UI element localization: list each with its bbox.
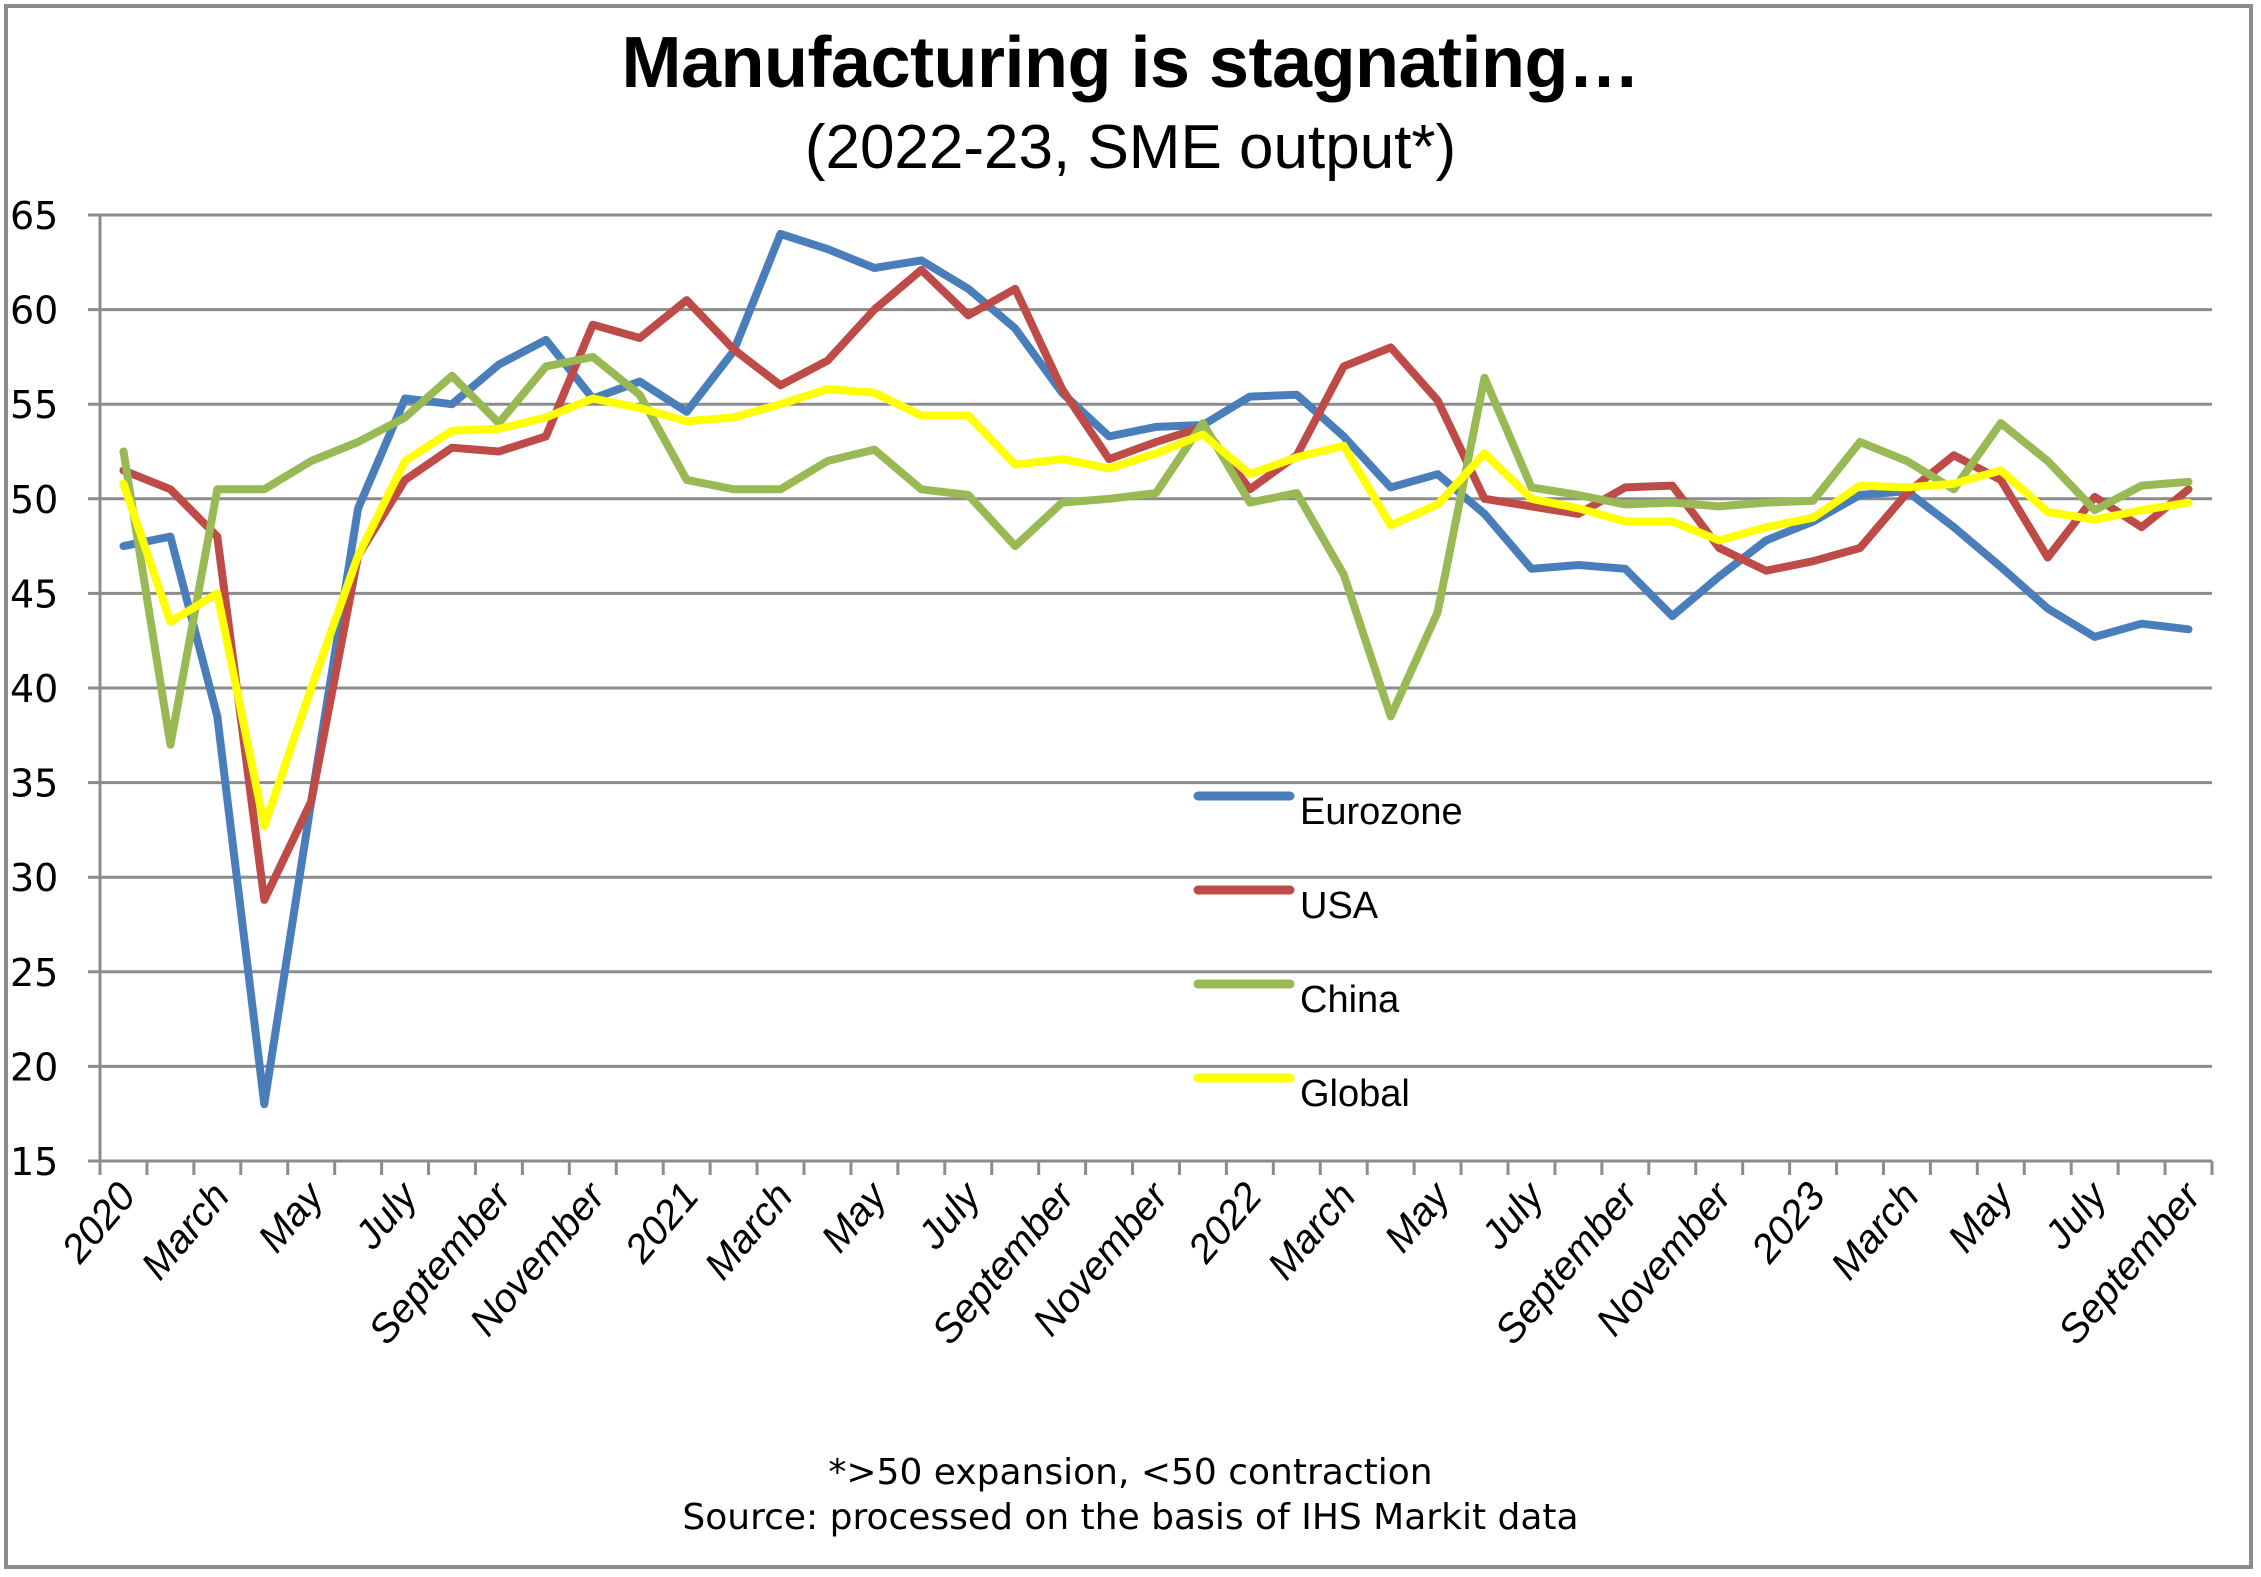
- x-tick-label: May: [1376, 1172, 1460, 1260]
- legend-item-global: Global: [1193, 1073, 1410, 1115]
- legend-label: USA: [1300, 885, 1379, 927]
- x-tick-label: July: [346, 1172, 428, 1258]
- y-tick-label: 65: [10, 194, 58, 238]
- y-tick-label: 45: [10, 572, 58, 616]
- legend-item-china: China: [1193, 979, 1400, 1021]
- series-lines: [119, 229, 2193, 1109]
- legend-label: Eurozone: [1300, 791, 1463, 833]
- x-tick-label: March: [1823, 1175, 1928, 1288]
- x-tick-label: 2022: [1179, 1175, 1271, 1272]
- chart-subtitle: (2022-23, SME output*): [804, 113, 1457, 182]
- x-tick-label: July: [909, 1172, 991, 1258]
- gridlines: [88, 213, 2212, 1163]
- y-tick-label: 30: [10, 856, 58, 900]
- y-axis-ticks: 15 20 25 30 35 40 45 50 55 60 65: [10, 194, 58, 1184]
- footnote-scale-note: *>50 expansion, <50 contraction: [828, 1452, 1433, 1493]
- y-tick-label: 35: [10, 762, 58, 806]
- x-axis: [98, 215, 2214, 1175]
- chart-frame: [4, 4, 2253, 1569]
- legend: Eurozone USA China Global: [1193, 791, 1463, 1115]
- x-tick-label: March: [133, 1175, 238, 1288]
- legend-item-usa: USA: [1193, 885, 1379, 927]
- y-tick-label: 25: [10, 951, 58, 995]
- x-tick-label: May: [250, 1172, 334, 1260]
- x-tick-label: July: [1472, 1172, 1554, 1258]
- y-tick-label: 55: [10, 383, 58, 427]
- series-line-eurozone: [119, 229, 2193, 1109]
- x-tick-label: March: [1259, 1175, 1364, 1288]
- x-tick-label: May: [813, 1172, 897, 1260]
- y-tick-label: 15: [10, 1140, 58, 1184]
- x-tick-label: July: [2035, 1172, 2117, 1258]
- y-tick-label: 50: [10, 478, 58, 522]
- chart-title: Manufacturing is stagnating…: [621, 23, 1640, 103]
- legend-item-eurozone: Eurozone: [1193, 791, 1463, 833]
- x-tick-label: 2021: [616, 1175, 708, 1272]
- x-tick-label: 2020: [53, 1175, 145, 1272]
- series-line-global: [119, 385, 2193, 831]
- y-tick-label: 20: [10, 1045, 58, 1089]
- y-tick-label: 40: [10, 667, 58, 711]
- footnote-source: Source: processed on the basis of IHS Ma…: [682, 1497, 1579, 1538]
- legend-label: Global: [1300, 1073, 1410, 1115]
- x-tick-label: May: [1939, 1172, 2023, 1260]
- y-tick-label: 60: [10, 289, 58, 333]
- x-tick-label: March: [696, 1175, 801, 1288]
- x-tick-label: 2023: [1742, 1175, 1834, 1272]
- series-line-usa: [119, 265, 2193, 904]
- legend-label: China: [1300, 979, 1400, 1021]
